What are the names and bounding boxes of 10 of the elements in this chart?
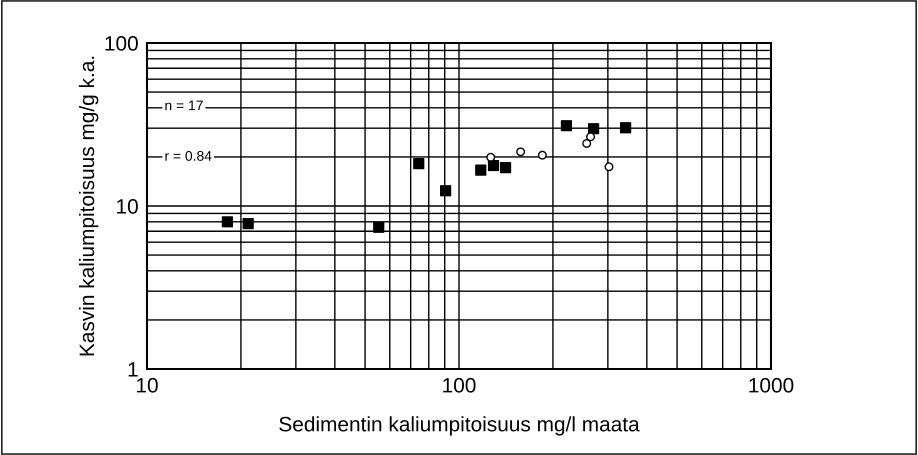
y-tick-label: 100: [106, 36, 138, 51]
y-axis-title: Kasvin kaliumpitoisuus mg/g k.a.: [78, 56, 98, 356]
annotation: n = 17: [165, 100, 203, 110]
annotation: r = 0.84: [165, 150, 212, 161]
x-tick-label: 10: [137, 378, 158, 393]
y-tick-label: 10: [117, 199, 138, 214]
x-axis-title: Sedimentin kaliumpitoisuus mg/l maata: [279, 416, 640, 436]
x-tick-label: 100: [443, 378, 476, 393]
y-tick-label: 1: [128, 362, 138, 377]
x-tick-label: 1000: [749, 378, 794, 393]
